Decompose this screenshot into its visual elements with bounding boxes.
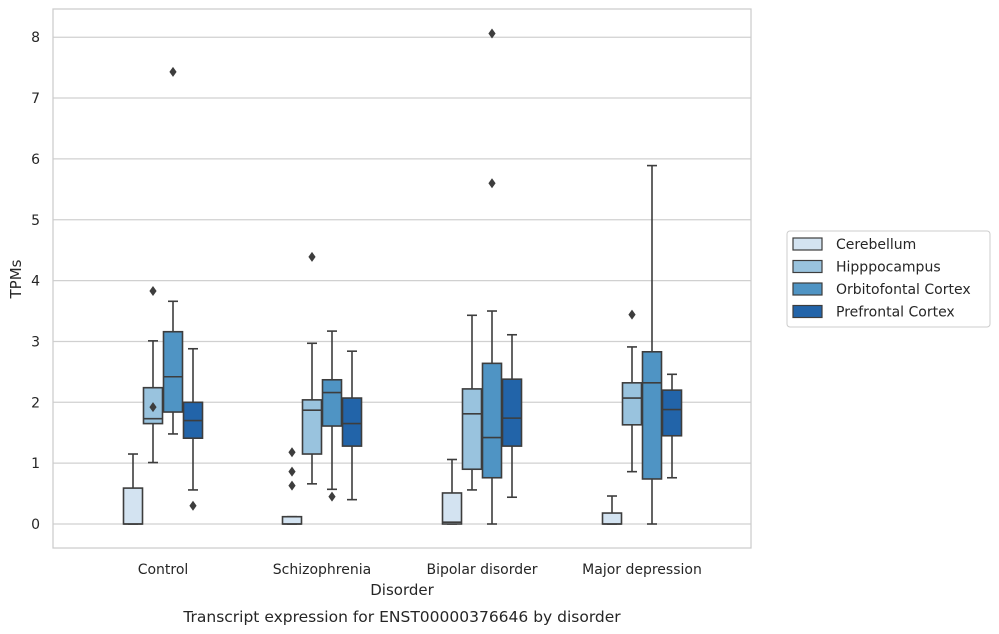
y-tick-label: 0 — [31, 517, 40, 533]
x-axis-label: Disorder — [370, 581, 434, 599]
box-iqr — [341, 397, 363, 447]
box-iqr — [621, 382, 643, 426]
box-orbitofontal-cortex — [321, 330, 343, 502]
box-iqr — [461, 388, 483, 471]
y-tick-label: 4 — [31, 274, 40, 290]
outlier-point — [288, 447, 296, 458]
box-iqr — [321, 378, 343, 427]
box-iqr — [122, 487, 144, 525]
box-hipppocampus — [301, 251, 323, 485]
legend-label: Hipppocampus — [836, 260, 941, 276]
legend-swatch — [792, 237, 823, 251]
chart-caption: Transcript expression for ENST0000037664… — [182, 608, 621, 626]
x-tick-label: Bipolar disorder — [426, 562, 537, 578]
outlier-point — [149, 285, 157, 296]
outlier-point — [169, 66, 177, 77]
legend: Cerebellum Hipppocampus Orbitofontal Corte… — [786, 230, 991, 328]
box-orbitofontal-cortex — [641, 164, 663, 525]
legend-label: Cerebellum — [836, 237, 916, 253]
outlier-point — [288, 480, 296, 491]
y-tick-label: 3 — [31, 334, 40, 350]
box-orbitofontal-cortex — [481, 28, 503, 525]
x-tick-label: Major depression — [582, 562, 702, 578]
outlier-point — [488, 178, 496, 189]
outlier-point — [328, 491, 336, 502]
box-hipppocampus — [461, 314, 483, 491]
box-prefrontal-cortex — [501, 333, 523, 499]
legend-swatch — [792, 259, 823, 274]
legend-swatch — [792, 304, 823, 319]
legend-swatch — [792, 282, 823, 296]
box-cerebellum — [281, 447, 303, 525]
box-iqr — [661, 389, 683, 437]
box-orbitofontal-cortex — [162, 66, 184, 435]
box-cerebellum — [601, 495, 623, 525]
box-prefrontal-cortex — [341, 350, 363, 501]
box-cerebellum — [122, 453, 144, 525]
legend-frame — [786, 230, 991, 328]
x-tick-label: Schizophrenia — [273, 562, 371, 578]
outlier-point — [189, 500, 197, 511]
y-tick-label: 8 — [31, 30, 40, 46]
y-tick-label: 7 — [31, 91, 40, 107]
box-iqr — [641, 350, 663, 480]
box-prefrontal-cortex — [182, 347, 204, 511]
y-tick-label: 5 — [31, 213, 40, 229]
x-tick-labels: Control Schizophrenia Bipolar disorder Majo… — [138, 562, 702, 578]
outlier-point — [149, 402, 157, 413]
box-hipppocampus — [142, 285, 164, 464]
outlier-point — [288, 466, 296, 477]
y-tick-label: 1 — [31, 456, 40, 472]
box-iqr — [441, 492, 463, 525]
y-axis-label: TPMs — [7, 259, 25, 299]
outlier-point — [628, 309, 636, 320]
box-cerebellum — [441, 458, 463, 525]
box-iqr — [162, 330, 184, 413]
box-iqr — [281, 515, 303, 525]
y-tick-label: 6 — [31, 152, 40, 168]
plot-area-frame — [52, 8, 752, 549]
legend-label: Prefrontal Cortex — [836, 305, 955, 321]
y-tick-label: 2 — [31, 395, 40, 411]
box-groups — [122, 28, 683, 525]
box-iqr — [501, 378, 523, 447]
y-tick-labels: 0 1 2 3 4 5 6 7 8 — [31, 30, 40, 533]
box-iqr — [481, 362, 503, 479]
legend-label: Orbitofontal Cortex — [836, 282, 971, 298]
box-iqr — [301, 399, 323, 455]
box-prefrontal-cortex — [661, 373, 683, 479]
outlier-point — [488, 28, 496, 39]
x-tick-label: Control — [138, 562, 189, 578]
box-hipppocampus — [621, 309, 643, 473]
outlier-point — [308, 251, 316, 262]
box-iqr — [601, 512, 623, 525]
